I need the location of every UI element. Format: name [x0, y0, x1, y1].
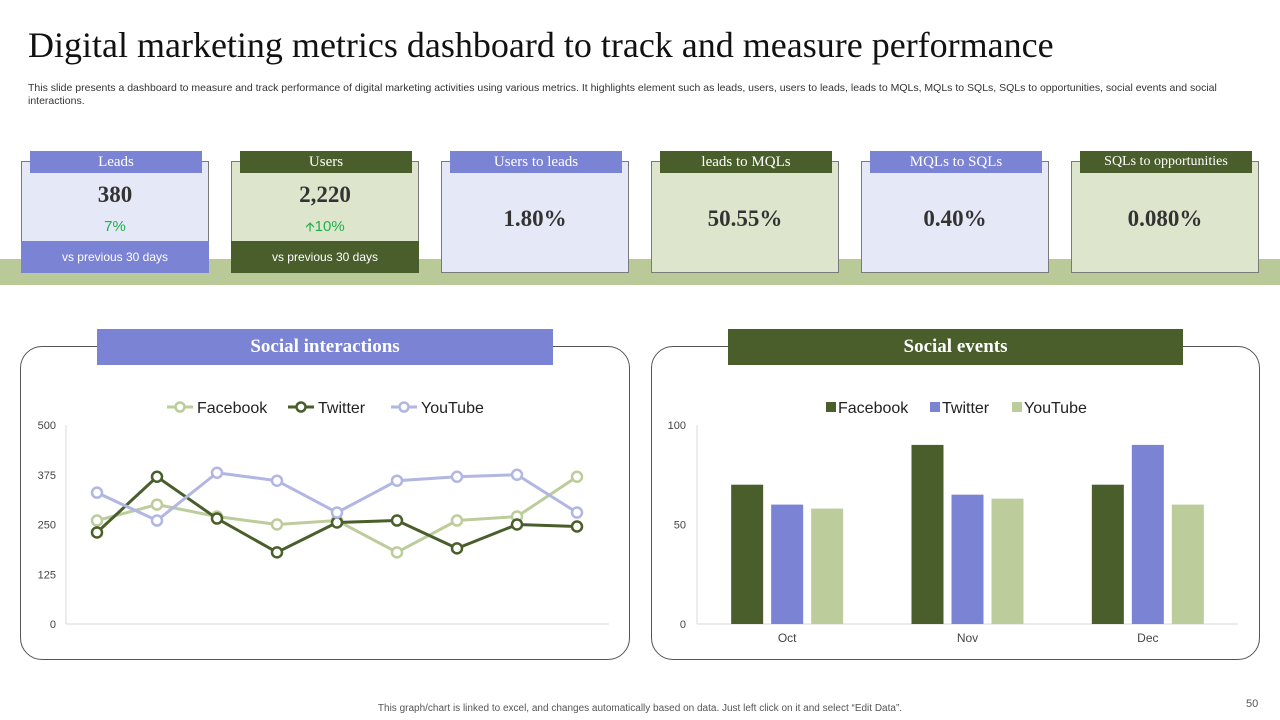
social-events-chart: 0 50 100 Oct Nov Dec Facebook Twitter YouTube: [668, 400, 1238, 645]
y-tick-label: 250: [38, 520, 56, 532]
kpi-card-leads-to-mqls: leads to MQLs 50.55%: [651, 151, 839, 273]
kpi-label: Users: [240, 151, 412, 173]
kpi-label: leads to MQLs: [660, 151, 832, 173]
data-point: [390, 474, 404, 487]
social-interactions-panel: 0 125 250 375 500 Facebook Twitter YouTube: [20, 346, 630, 660]
up-arrow-icon: 🡩: [305, 219, 315, 234]
data-point: [450, 542, 464, 555]
legend-label: Twitter: [942, 400, 990, 417]
bar-twitter-oct: [771, 504, 804, 624]
legend-swatch: [930, 402, 940, 412]
data-point: [270, 518, 284, 531]
kpi-change: 🡩10%: [232, 218, 418, 240]
data-point: [450, 514, 464, 527]
data-point: [210, 512, 224, 525]
footer-note: This graph/chart is linked to excel, and…: [377, 703, 903, 714]
social-interactions-title: Social interactions: [97, 329, 553, 365]
data-point: [330, 506, 344, 519]
data-point: [450, 470, 464, 483]
x-tick-label: Nov: [957, 631, 978, 645]
data-point: [90, 486, 104, 499]
social-interactions-chart: 0 125 250 375 500 Facebook Twitter YouTube: [38, 400, 609, 631]
bar-youtube-nov: [991, 498, 1024, 624]
legend-marker: [295, 401, 307, 413]
kpi-value: 2,220: [299, 182, 351, 207]
data-point: [390, 514, 404, 527]
bar-youtube-dec: [1171, 504, 1204, 624]
y-tick-label: 375: [38, 470, 56, 482]
kpi-card-users-to-leads: Users to leads 1.80%: [441, 151, 629, 273]
kpi-change-value: 7%: [104, 218, 126, 235]
legend-label: YouTube: [421, 400, 484, 417]
bar-twitter-dec: [1131, 444, 1164, 624]
data-point: [570, 506, 584, 519]
data-point: [210, 466, 224, 480]
page-subtitle: This slide presents a dashboard to measu…: [28, 82, 1217, 107]
bar-twitter-nov: [951, 494, 984, 624]
data-point: [510, 468, 524, 481]
data-point: [150, 514, 164, 527]
legend-marker: [174, 401, 186, 413]
kpi-change-value: 10%: [314, 218, 345, 235]
kpi-label: Users to leads: [450, 151, 622, 173]
kpi-band: [0, 259, 1280, 285]
legend-swatch: [1012, 402, 1022, 412]
legend-marker: [398, 401, 410, 413]
kpi-value: 0.080%: [1127, 206, 1203, 231]
legend-label: Twitter: [318, 400, 366, 417]
kpi-footer: vs previous 30 days: [231, 241, 419, 273]
legend-label: Facebook: [197, 400, 268, 417]
data-point: [90, 526, 104, 539]
kpi-card-mqls-to-sqls: MQLs to SQLs 0.40%: [861, 151, 1049, 273]
page-number: 50: [1246, 698, 1259, 710]
social-events-panel: 0 50 100 Oct Nov Dec Facebook Twitter YouTube: [651, 346, 1260, 660]
bar-facebook-oct: [731, 484, 764, 624]
legend-swatch: [826, 402, 836, 412]
data-point: [150, 470, 164, 483]
legend-label: Facebook: [838, 400, 909, 417]
data-point: [270, 546, 284, 559]
y-tick-label: 0: [50, 619, 56, 631]
x-tick-label: Oct: [778, 631, 797, 645]
legend-label: YouTube: [1024, 400, 1087, 417]
y-tick-label: 50: [674, 520, 686, 532]
data-point: [330, 516, 344, 529]
data-point: [90, 514, 104, 527]
data-point: [570, 520, 584, 533]
kpi-value: 50.55%: [707, 206, 783, 231]
kpi-card-leads: Leads 380 7% vs previous 30 days: [21, 151, 209, 273]
kpi-footer: vs previous 30 days: [21, 241, 209, 273]
y-tick-label: 500: [38, 420, 56, 432]
data-point: [570, 470, 584, 483]
bar-facebook-nov: [911, 444, 944, 624]
bar-youtube-oct: [811, 508, 844, 624]
data-point: [390, 546, 404, 559]
y-tick-label: 125: [38, 569, 56, 581]
kpi-label: MQLs to SQLs: [870, 151, 1042, 173]
kpi-card-users: Users 2,220 🡩10% vs previous 30 days: [231, 151, 419, 273]
kpi-value: 1.80%: [503, 206, 567, 231]
data-point: [510, 518, 524, 531]
y-tick-label: 0: [680, 619, 686, 631]
kpi-label: Leads: [30, 151, 202, 173]
kpi-value: 380: [97, 182, 133, 207]
kpi-change: 7%: [22, 218, 208, 235]
data-point: [270, 474, 284, 487]
data-point: [150, 498, 164, 511]
x-tick-label: Dec: [1137, 631, 1158, 645]
social-events-title: Social events: [728, 329, 1183, 365]
kpi-label: SQLs to opportunities: [1080, 151, 1252, 173]
bar-facebook-dec: [1091, 484, 1124, 624]
page-title: Digital marketing metrics dashboard to t…: [28, 25, 1054, 65]
kpi-value: 0.40%: [923, 206, 987, 231]
kpi-card-sqls-to-opportunities: SQLs to opportunities 0.080%: [1071, 151, 1259, 273]
y-tick-label: 100: [668, 420, 686, 432]
